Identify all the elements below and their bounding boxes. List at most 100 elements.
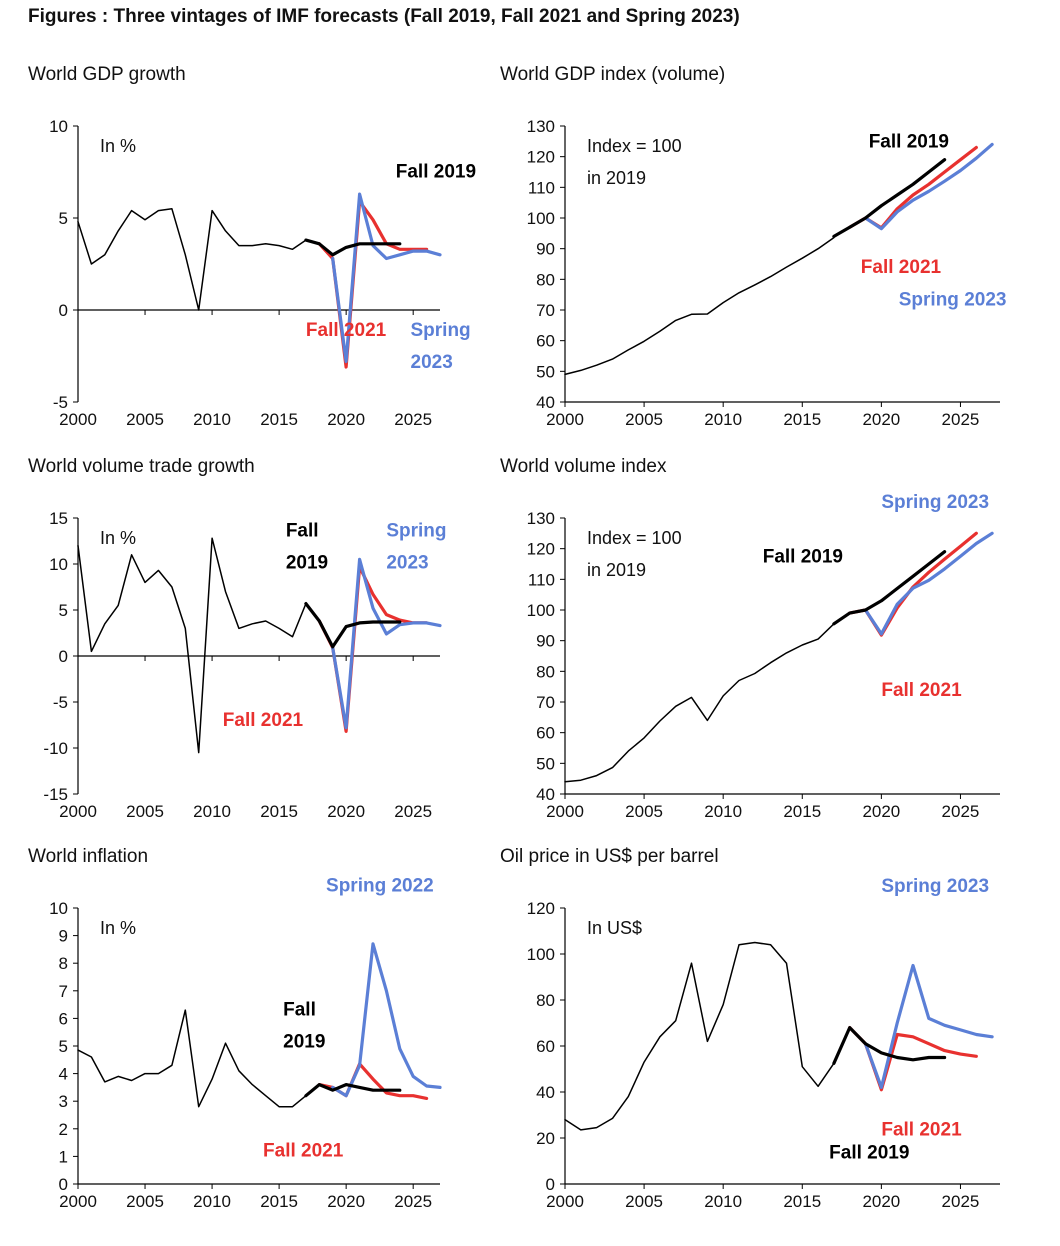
x-tick-label: 2000 — [59, 802, 97, 821]
y-tick-label: 100 — [527, 209, 555, 228]
x-tick-label: 2015 — [783, 1192, 821, 1211]
y-tick-label: 70 — [536, 301, 555, 320]
series-label-spring: Spring 2023 — [881, 492, 989, 513]
y-tick-label: 10 — [49, 555, 68, 574]
y-tick-label: 2 — [59, 1120, 68, 1139]
series-line-spring — [863, 963, 994, 1089]
x-tick-label: 2010 — [704, 1192, 742, 1211]
x-tick-label: 2015 — [260, 802, 298, 821]
x-tick-label: 2020 — [327, 802, 365, 821]
x-tick-label: 2025 — [394, 802, 432, 821]
x-tick-label: 2015 — [260, 410, 298, 429]
y-tick-label: 40 — [536, 1083, 555, 1102]
y-tick-label: 3 — [59, 1092, 68, 1111]
x-tick-label: 2005 — [625, 802, 663, 821]
x-tick-label: 2025 — [942, 802, 980, 821]
y-tick-label: 130 — [527, 509, 555, 528]
x-tick-label: 2010 — [704, 802, 742, 821]
chart-title: World volume trade growth — [28, 456, 255, 477]
y-tick-label: 0 — [59, 647, 68, 666]
chart-world-trade-growth: -15 -10 -5 0 5 10 15 2000 2005 2010 2015 2020 2025 In… — [43, 509, 446, 821]
series-label-spring: Spring — [386, 520, 446, 541]
x-tick-label: 2000 — [546, 802, 584, 821]
annotation-text: In % — [100, 136, 136, 156]
chart-world-gdp-index: 40 50 60 70 80 90 100 110 120 130 2000 2005 2010 2015… — [527, 117, 1007, 429]
y-tick-label: -15 — [43, 785, 68, 804]
y-tick-label: 10 — [49, 899, 68, 918]
x-tick-label: 2025 — [394, 1192, 432, 1211]
series-line-spring — [331, 192, 442, 364]
chart-world-gdp-growth: -5 0 5 10 2000 2005 2010 2015 2020 2025 In % Fall 2… — [49, 117, 476, 429]
x-tick-label: 2020 — [862, 1192, 900, 1211]
y-tick-label: 120 — [527, 540, 555, 559]
series-label-fall2021: Fall 2021 — [881, 1120, 962, 1141]
annotation-text: Index = 100 — [587, 528, 682, 548]
x-tick-label: 2020 — [327, 1192, 365, 1211]
series-label-fall2019: Fall — [286, 520, 319, 541]
series-line-history — [564, 623, 835, 783]
y-tick-label: 1 — [59, 1147, 68, 1166]
x-tick-label: 2000 — [59, 1192, 97, 1211]
y-tick-label: 70 — [536, 693, 555, 712]
series-label-fall2019: Fall 2019 — [829, 1143, 909, 1164]
y-tick-label: 4 — [59, 1065, 68, 1084]
y-tick-label: 10 — [49, 117, 68, 136]
x-tick-label: 2005 — [126, 802, 164, 821]
y-tick-label: 0 — [59, 301, 68, 320]
series-line-fall2019 — [304, 238, 402, 257]
y-tick-label: -5 — [53, 693, 68, 712]
series-line-history — [564, 236, 835, 376]
series-label-spring: Spring 2022 — [326, 875, 434, 896]
y-tick-label: 90 — [536, 632, 555, 651]
panel-world-inflation: World inflation 0 1 2 3 4 5 6 7 8 9 10 2000 2005 2010… — [0, 846, 520, 1246]
panel-world-trade-growth: World volume trade growth -15 -10 -5 0 5 10 15… — [0, 456, 520, 856]
x-tick-label: 2025 — [942, 410, 980, 429]
y-tick-label: 5 — [59, 601, 68, 620]
y-tick-label: -10 — [43, 739, 68, 758]
y-tick-label: 20 — [536, 1129, 555, 1148]
x-tick-label: 2000 — [59, 410, 97, 429]
y-tick-label: 130 — [527, 117, 555, 136]
series-label-fall2019: Fall — [283, 1000, 316, 1021]
y-tick-label: 110 — [528, 178, 555, 197]
series-label-fall2021: Fall 2021 — [861, 257, 942, 278]
x-tick-label: 2005 — [126, 1192, 164, 1211]
x-tick-label: 2010 — [193, 1192, 231, 1211]
x-tick-label: 2020 — [862, 802, 900, 821]
chart-oil-price: 0 20 40 60 80 100 120 2000 2005 2010 2015 2020 2025 I… — [527, 876, 1000, 1211]
annotation-text: in 2019 — [587, 560, 646, 580]
panel-oil-price: Oil price in US$ per barrel 0 20 40 60 80 100… — [472, 846, 1000, 1246]
x-tick-label: 2010 — [193, 410, 231, 429]
y-tick-label: 60 — [536, 724, 555, 743]
annotation-text: In % — [100, 528, 136, 548]
annotation-text: In % — [100, 918, 136, 938]
y-tick-label: 110 — [528, 570, 555, 589]
y-tick-label: 120 — [527, 148, 555, 167]
chart-title: Oil price in US$ per barrel — [500, 846, 719, 867]
y-tick-label: 100 — [527, 601, 555, 620]
x-tick-label: 2015 — [783, 802, 821, 821]
series-line-fall2019 — [832, 1026, 947, 1065]
series-line-history — [77, 1009, 307, 1108]
series-label-spring: 2023 — [411, 352, 453, 373]
x-tick-label: 2025 — [942, 1192, 980, 1211]
series-label-spring: Spring 2023 — [881, 876, 989, 897]
series-line-history — [564, 941, 835, 1131]
x-tick-label: 2020 — [862, 410, 900, 429]
x-tick-label: 2015 — [783, 410, 821, 429]
y-tick-label: 9 — [59, 927, 68, 946]
y-tick-label: 80 — [536, 662, 555, 681]
y-tick-label: 7 — [59, 982, 68, 1001]
series-label-fall2019: 2019 — [283, 1032, 325, 1053]
series-line-fall2019 — [832, 550, 947, 626]
series-label-fall2019: Fall 2019 — [763, 546, 843, 567]
series-line-fall2019 — [832, 158, 947, 238]
annotation-text: In US$ — [587, 918, 642, 938]
y-tick-label: 60 — [536, 1037, 555, 1056]
chart-title: World volume index — [500, 456, 667, 477]
y-tick-label: 120 — [527, 899, 555, 918]
series-label-spring: Spring 2023 — [899, 289, 1007, 310]
series-line-spring — [331, 557, 442, 730]
series-line-fall2021 — [848, 531, 978, 637]
y-tick-label: 0 — [59, 1175, 68, 1194]
